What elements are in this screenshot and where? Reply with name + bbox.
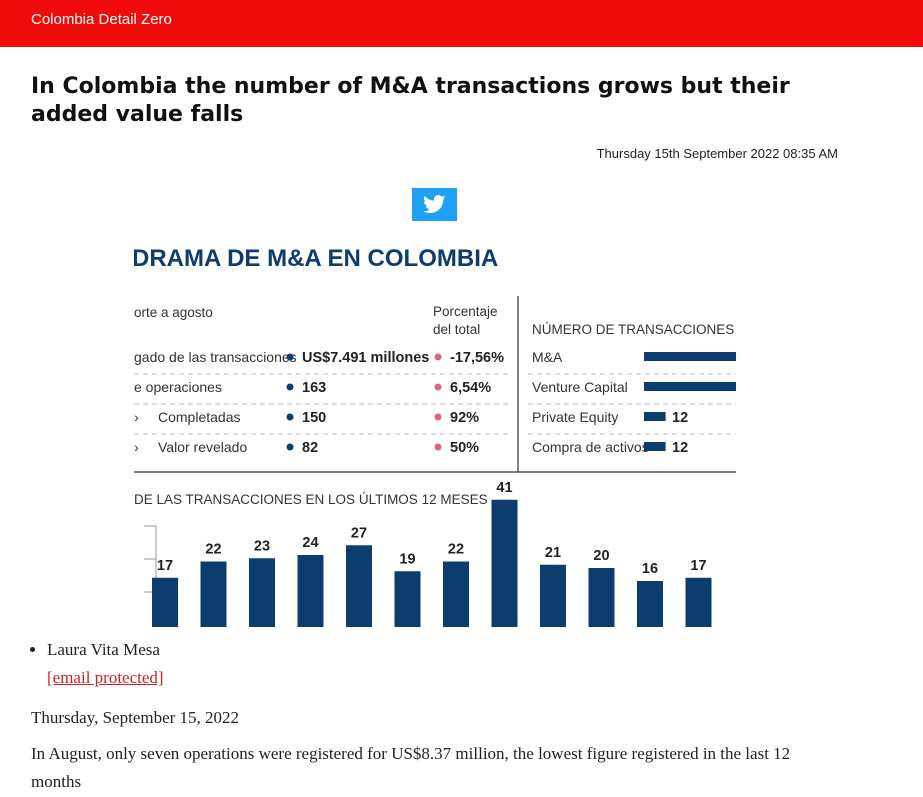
author-list: Laura Vita Mesa [email protected] xyxy=(31,636,164,692)
article-timestamp: Thursday 15th September 2022 08:35 AM xyxy=(596,146,838,161)
table-row-value: 150 xyxy=(302,410,326,426)
article-summary: In August, only seven operations were re… xyxy=(31,744,791,791)
infographic-svg: DRAMA DE M&A EN COLOMBIA orte a agosto P… xyxy=(134,245,736,627)
row-arrow: › xyxy=(134,409,139,425)
infographic-image: DRAMA DE M&A EN COLOMBIA orte a agosto P… xyxy=(134,236,736,627)
table-row-label: Completadas xyxy=(158,409,241,425)
month-bar-label: 20 xyxy=(593,548,609,564)
row-arrow: › xyxy=(134,439,139,455)
pct-bullet xyxy=(434,443,442,451)
month-bar xyxy=(491,499,518,627)
article-headline: In Colombia the number of M&A transactio… xyxy=(31,74,790,127)
twitter-share-button[interactable] xyxy=(412,188,457,221)
infographic-title: DRAMA DE M&A EN COLOMBIA xyxy=(134,245,498,272)
type-row-label: M&A xyxy=(532,349,563,365)
month-bar-label: 23 xyxy=(254,538,270,554)
type-row-label: Venture Capital xyxy=(532,379,628,395)
value-bullet xyxy=(286,443,294,451)
month-bar-label: 21 xyxy=(545,545,561,561)
type-bar xyxy=(644,442,666,451)
by-type-chart: M&A Venture Capital Private Equity 12 Compra… xyxy=(528,349,736,456)
month-bar xyxy=(200,561,227,627)
table-row-label: e operaciones xyxy=(134,379,222,395)
author-item: Laura Vita Mesa [email protected] xyxy=(47,636,164,692)
month-bar-label: 17 xyxy=(157,558,173,574)
table-header-right-2: del total xyxy=(433,322,480,337)
author-name: Laura Vita Mesa xyxy=(47,640,160,659)
month-bar-label: 41 xyxy=(496,480,512,496)
summary-table: gado de las transacciones US$7.491 millon… xyxy=(134,349,508,456)
month-bar xyxy=(637,581,663,627)
publication-date: Thursday, September 15, 2022 xyxy=(31,708,240,727)
table-row-label: gado de las transacciones xyxy=(134,349,297,365)
table-row-value: 163 xyxy=(302,380,326,396)
table-header-right-1: Porcentaje xyxy=(433,304,498,319)
type-row-label: Compra de activos xyxy=(532,439,649,455)
month-bar-label: 24 xyxy=(302,535,318,551)
table-row-pct: 6,54% xyxy=(450,380,491,396)
by-type-title: NÚMERO DE TRANSACCIONES POR TI xyxy=(532,322,736,337)
twitter-icon xyxy=(423,195,446,214)
table-row-pct: -17,56% xyxy=(450,350,504,366)
table-row-pct: 92% xyxy=(450,410,479,426)
type-row-label: Private Equity xyxy=(532,409,618,425)
author-email-link[interactable]: [email protected] xyxy=(47,668,164,687)
type-bar-label: 12 xyxy=(672,410,688,426)
table-row-label: Valor revelado xyxy=(158,439,247,455)
table-row-pct: 50% xyxy=(450,440,479,456)
pct-bullet xyxy=(434,413,442,421)
month-bar-label: 22 xyxy=(205,542,221,558)
month-bar xyxy=(685,577,712,627)
month-bar xyxy=(540,564,566,627)
month-bar xyxy=(443,561,469,627)
site-header: Colombia Detail Zero xyxy=(0,0,923,47)
month-bar xyxy=(152,577,178,627)
pct-bullet xyxy=(434,383,442,391)
month-bar-label: 27 xyxy=(351,525,367,541)
month-bar-label: 17 xyxy=(690,558,706,574)
pct-bullet xyxy=(434,353,442,361)
month-bar xyxy=(588,568,615,627)
table-header-left: orte a agosto xyxy=(134,305,213,320)
month-bar xyxy=(297,555,324,627)
month-bar-label: 22 xyxy=(448,542,464,558)
table-row-value: 82 xyxy=(302,440,318,456)
type-bar-label: 12 xyxy=(672,440,688,456)
table-row-value: US$7.491 millones xyxy=(302,350,429,366)
month-bar-label: 16 xyxy=(642,561,658,577)
value-bullet xyxy=(286,353,294,361)
type-bar xyxy=(644,412,666,421)
month-bar xyxy=(346,545,372,627)
monthly-title: DE LAS TRANSACCIONES EN LOS ÚLTIMOS 12 M… xyxy=(134,492,488,507)
value-bullet xyxy=(286,383,294,391)
value-bullet xyxy=(286,413,294,421)
monthly-bar-chart: 17 22 23 24 27 19 22 41 21 20 16 17 xyxy=(152,480,712,627)
site-brand-link[interactable]: Colombia Detail Zero xyxy=(31,11,172,28)
month-bar-label: 19 xyxy=(399,551,415,567)
month-bar xyxy=(249,558,275,627)
type-bar xyxy=(644,352,736,361)
type-bar xyxy=(644,382,736,391)
month-bar xyxy=(394,571,421,627)
